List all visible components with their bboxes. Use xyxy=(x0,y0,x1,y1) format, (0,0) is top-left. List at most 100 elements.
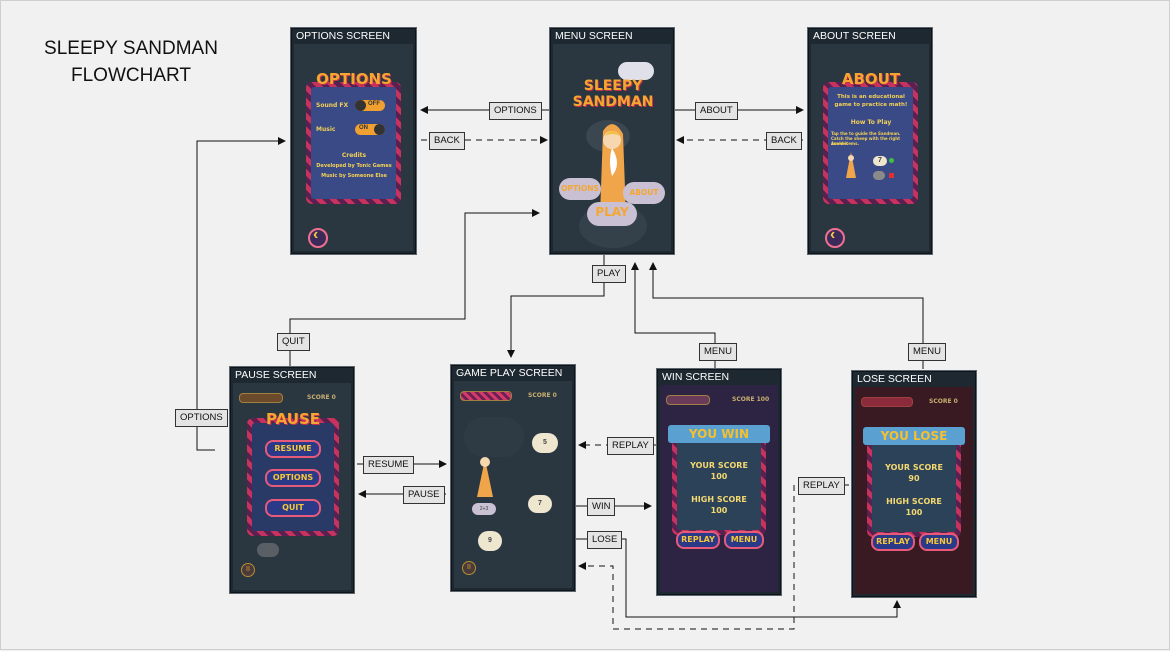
gameplay-pause-icon[interactable]: II xyxy=(462,561,476,575)
menu-options-button[interactable]: OPTIONS xyxy=(561,184,599,193)
arrow-menu-to-gameplay xyxy=(507,253,605,358)
about-screen-header: ABOUT SCREEN xyxy=(813,30,896,42)
lose-high-score-value: 100 xyxy=(905,508,923,517)
win-your-score-value: 100 xyxy=(710,472,728,481)
win-banner-text: YOU WIN xyxy=(688,427,750,441)
lose-screen-body: SCORE 0 YOU LOSE YOUR SCORE 90 HIGH SCOR… xyxy=(855,387,973,594)
win-screen-header: WIN SCREEN xyxy=(662,371,730,383)
win-high-score-value: 100 xyxy=(710,506,728,515)
about-sandman-icon xyxy=(846,152,856,178)
play-cloud xyxy=(587,202,637,226)
lose-menu-button[interactable]: MENU xyxy=(919,533,959,551)
tree-silhouette xyxy=(464,417,524,457)
edge-label-win: WIN xyxy=(587,498,616,516)
about-sheep-icon: 7 xyxy=(873,156,887,166)
sheep-answer-1[interactable]: 5 xyxy=(532,433,558,453)
gameplay-screen-body: SCORE 0 5 2+3 7 9 II xyxy=(454,381,572,588)
lose-progress-bar xyxy=(861,397,913,407)
about-panel xyxy=(828,87,913,199)
lose-replay-button[interactable]: REPLAY xyxy=(871,533,915,551)
about-line-2: game to practice math! xyxy=(834,102,908,108)
how-to-desc-3: Avoid items. xyxy=(831,141,859,146)
gameplay-screen-header: GAME PLAY SCREEN xyxy=(456,367,563,379)
logo-line-1: SLEEPY xyxy=(583,78,643,94)
menu-screen-header: MENU SCREEN xyxy=(555,30,633,42)
lose-banner xyxy=(863,427,965,445)
options-screen-header: OPTIONS SCREEN xyxy=(296,30,390,42)
back-button[interactable] xyxy=(308,226,328,248)
menu-screen: MENU SCREEN SLEEPY SANDMAN OPTIONS ABOUT… xyxy=(550,28,674,254)
gameplay-progress-bar xyxy=(460,391,512,401)
options-screen-body: OPTIONS Sound FX OFF Music ON Credits De… xyxy=(294,44,413,251)
win-screen: WIN SCREEN SCORE 100 YOU WIN YOUR SCORE … xyxy=(657,369,781,595)
win-your-score-label: YOUR SCORE xyxy=(690,461,748,470)
menu-screen-body: SLEEPY SANDMAN OPTIONS ABOUT PLAY xyxy=(553,44,671,251)
pause-screen-header: PAUSE SCREEN xyxy=(235,369,317,381)
pause-screen-body: SCORE 0 PAUSE RESUME OPTIONS QUIT II xyxy=(233,383,351,590)
edge-label-replay-win: REPLAY xyxy=(607,437,654,455)
title-line-1: SLEEPY SANDMAN xyxy=(44,38,218,59)
music-label: Music xyxy=(316,126,336,133)
lose-screen-header: LOSE SCREEN xyxy=(857,373,932,385)
sheep-answer-3[interactable]: 9 xyxy=(478,531,502,551)
edge-label-about: ABOUT xyxy=(695,102,738,120)
title-line-2: FLOWCHART xyxy=(71,65,191,86)
credit-line-2: Music by Someone Else xyxy=(321,173,387,179)
edge-label-pause: PAUSE xyxy=(403,486,445,504)
lose-high-score-label: HIGH SCORE xyxy=(886,497,942,506)
quit-button[interactable]: QUIT xyxy=(265,499,321,517)
edge-label-options: OPTIONS xyxy=(489,102,542,120)
flowchart-title: SLEEPY SANDMAN FLOWCHART xyxy=(31,35,231,89)
music-state: ON xyxy=(359,125,368,131)
sound-fx-state: OFF xyxy=(368,101,380,107)
about-cloud xyxy=(623,182,665,204)
about-back-button[interactable] xyxy=(825,226,845,248)
win-score: SCORE 100 xyxy=(732,396,770,403)
pause-screen: PAUSE SCREEN SCORE 0 PAUSE RESUME OPTION… xyxy=(230,367,354,593)
edge-label-menu-win: MENU xyxy=(699,343,737,361)
win-panel xyxy=(677,440,761,530)
menu-about-button[interactable]: ABOUT xyxy=(629,188,659,197)
cross-icon xyxy=(889,173,894,178)
sandman-cloud: 2+3 xyxy=(472,503,496,515)
how-to-desc-1: Tap the to guide the Sandman. xyxy=(831,131,901,136)
win-high-score-label: HIGH SCORE xyxy=(691,495,747,504)
credits-title: Credits xyxy=(341,152,367,159)
options-cloud xyxy=(559,178,601,200)
win-banner xyxy=(668,425,770,443)
lose-your-score-label: YOUR SCORE xyxy=(885,463,943,472)
pause-icon[interactable]: II xyxy=(241,563,255,577)
lose-your-score-value: 90 xyxy=(908,474,920,483)
win-screen-body: SCORE 100 YOU WIN YOUR SCORE 100 HIGH SC… xyxy=(660,385,778,592)
lose-screen: LOSE SCREEN SCORE 0 YOU LOSE YOUR SCORE … xyxy=(852,371,976,597)
how-to-desc-2: Catch the sheep with the right answer. xyxy=(831,136,900,146)
about-screen-body: ABOUT This is an educational game to pra… xyxy=(811,44,929,251)
sound-fx-toggle[interactable]: OFF xyxy=(355,100,385,111)
about-item-icon xyxy=(873,171,885,180)
check-icon xyxy=(889,158,894,163)
win-menu-button[interactable]: MENU xyxy=(724,531,764,549)
pause-options-button[interactable]: OPTIONS xyxy=(265,469,321,487)
edge-label-lose: LOSE xyxy=(587,531,623,549)
pause-progress-bar xyxy=(239,393,283,403)
lose-banner-text: YOU LOSE xyxy=(880,429,948,443)
options-screen: OPTIONS SCREEN OPTIONS Sound FX OFF Musi… xyxy=(291,28,416,254)
lose-panel xyxy=(872,442,956,532)
arrow-pause-options xyxy=(196,137,286,451)
sound-fx-label: Sound FX xyxy=(316,102,349,109)
resume-button[interactable]: RESUME xyxy=(265,440,321,458)
about-heading: ABOUT xyxy=(841,70,901,88)
edge-label-quit: QUIT xyxy=(277,333,310,351)
music-toggle[interactable]: ON xyxy=(355,124,385,135)
lose-score: SCORE 0 xyxy=(929,398,958,405)
arrow-lose-menu xyxy=(649,262,924,369)
win-replay-button[interactable]: REPLAY xyxy=(676,531,720,549)
logo-cloud xyxy=(618,62,654,80)
sheep-answer-2[interactable]: 7 xyxy=(528,495,552,513)
edge-label-play: PLAY xyxy=(592,265,626,283)
edge-label-options-left: OPTIONS xyxy=(175,409,228,427)
edge-label-resume: RESUME xyxy=(363,456,414,474)
about-line-1: This is an educational xyxy=(837,94,905,100)
menu-play-button[interactable]: PLAY xyxy=(595,205,629,219)
